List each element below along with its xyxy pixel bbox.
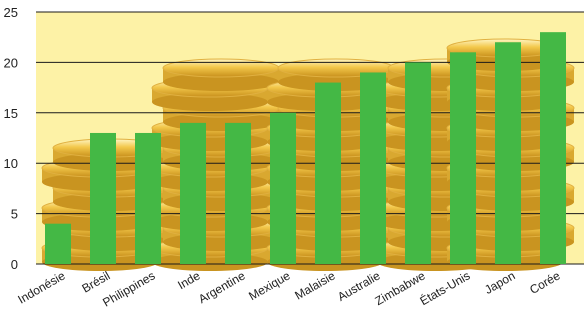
gridlines [36, 11, 584, 265]
y-tick-label: 20 [4, 55, 18, 70]
bar [540, 32, 566, 264]
bar [315, 82, 341, 264]
x-tick-label: Malaisie [292, 268, 337, 302]
x-tick-label: Corée [527, 268, 563, 297]
bar [360, 72, 386, 264]
bar [450, 52, 476, 264]
bar [180, 122, 206, 264]
y-tick-label: 10 [4, 156, 18, 171]
x-tick-label: Zimbabwe [373, 268, 428, 308]
x-tick-label: Brésil [80, 268, 113, 295]
x-tick-label: Japon [482, 268, 517, 296]
x-tick-label: Inde [175, 268, 203, 292]
bar [45, 223, 71, 264]
y-tick-label: 5 [11, 207, 18, 222]
bars [45, 32, 566, 265]
bar [135, 132, 161, 264]
y-axis-ticks: 0 5 10 15 20 25 [4, 5, 18, 272]
y-tick-label: 0 [11, 257, 18, 272]
y-tick-label: 15 [4, 106, 18, 121]
bar [270, 112, 296, 264]
bar [225, 122, 251, 264]
coin [162, 58, 280, 91]
x-tick-label: Mexique [246, 268, 293, 303]
y-tick-label: 25 [4, 5, 18, 20]
bar [90, 132, 116, 264]
x-tick-label: États-Unis [417, 268, 472, 309]
x-tick-label: Argentine [196, 268, 248, 306]
x-tick-label: Indonésie [15, 268, 67, 306]
bar [405, 62, 431, 265]
bar [495, 42, 521, 264]
